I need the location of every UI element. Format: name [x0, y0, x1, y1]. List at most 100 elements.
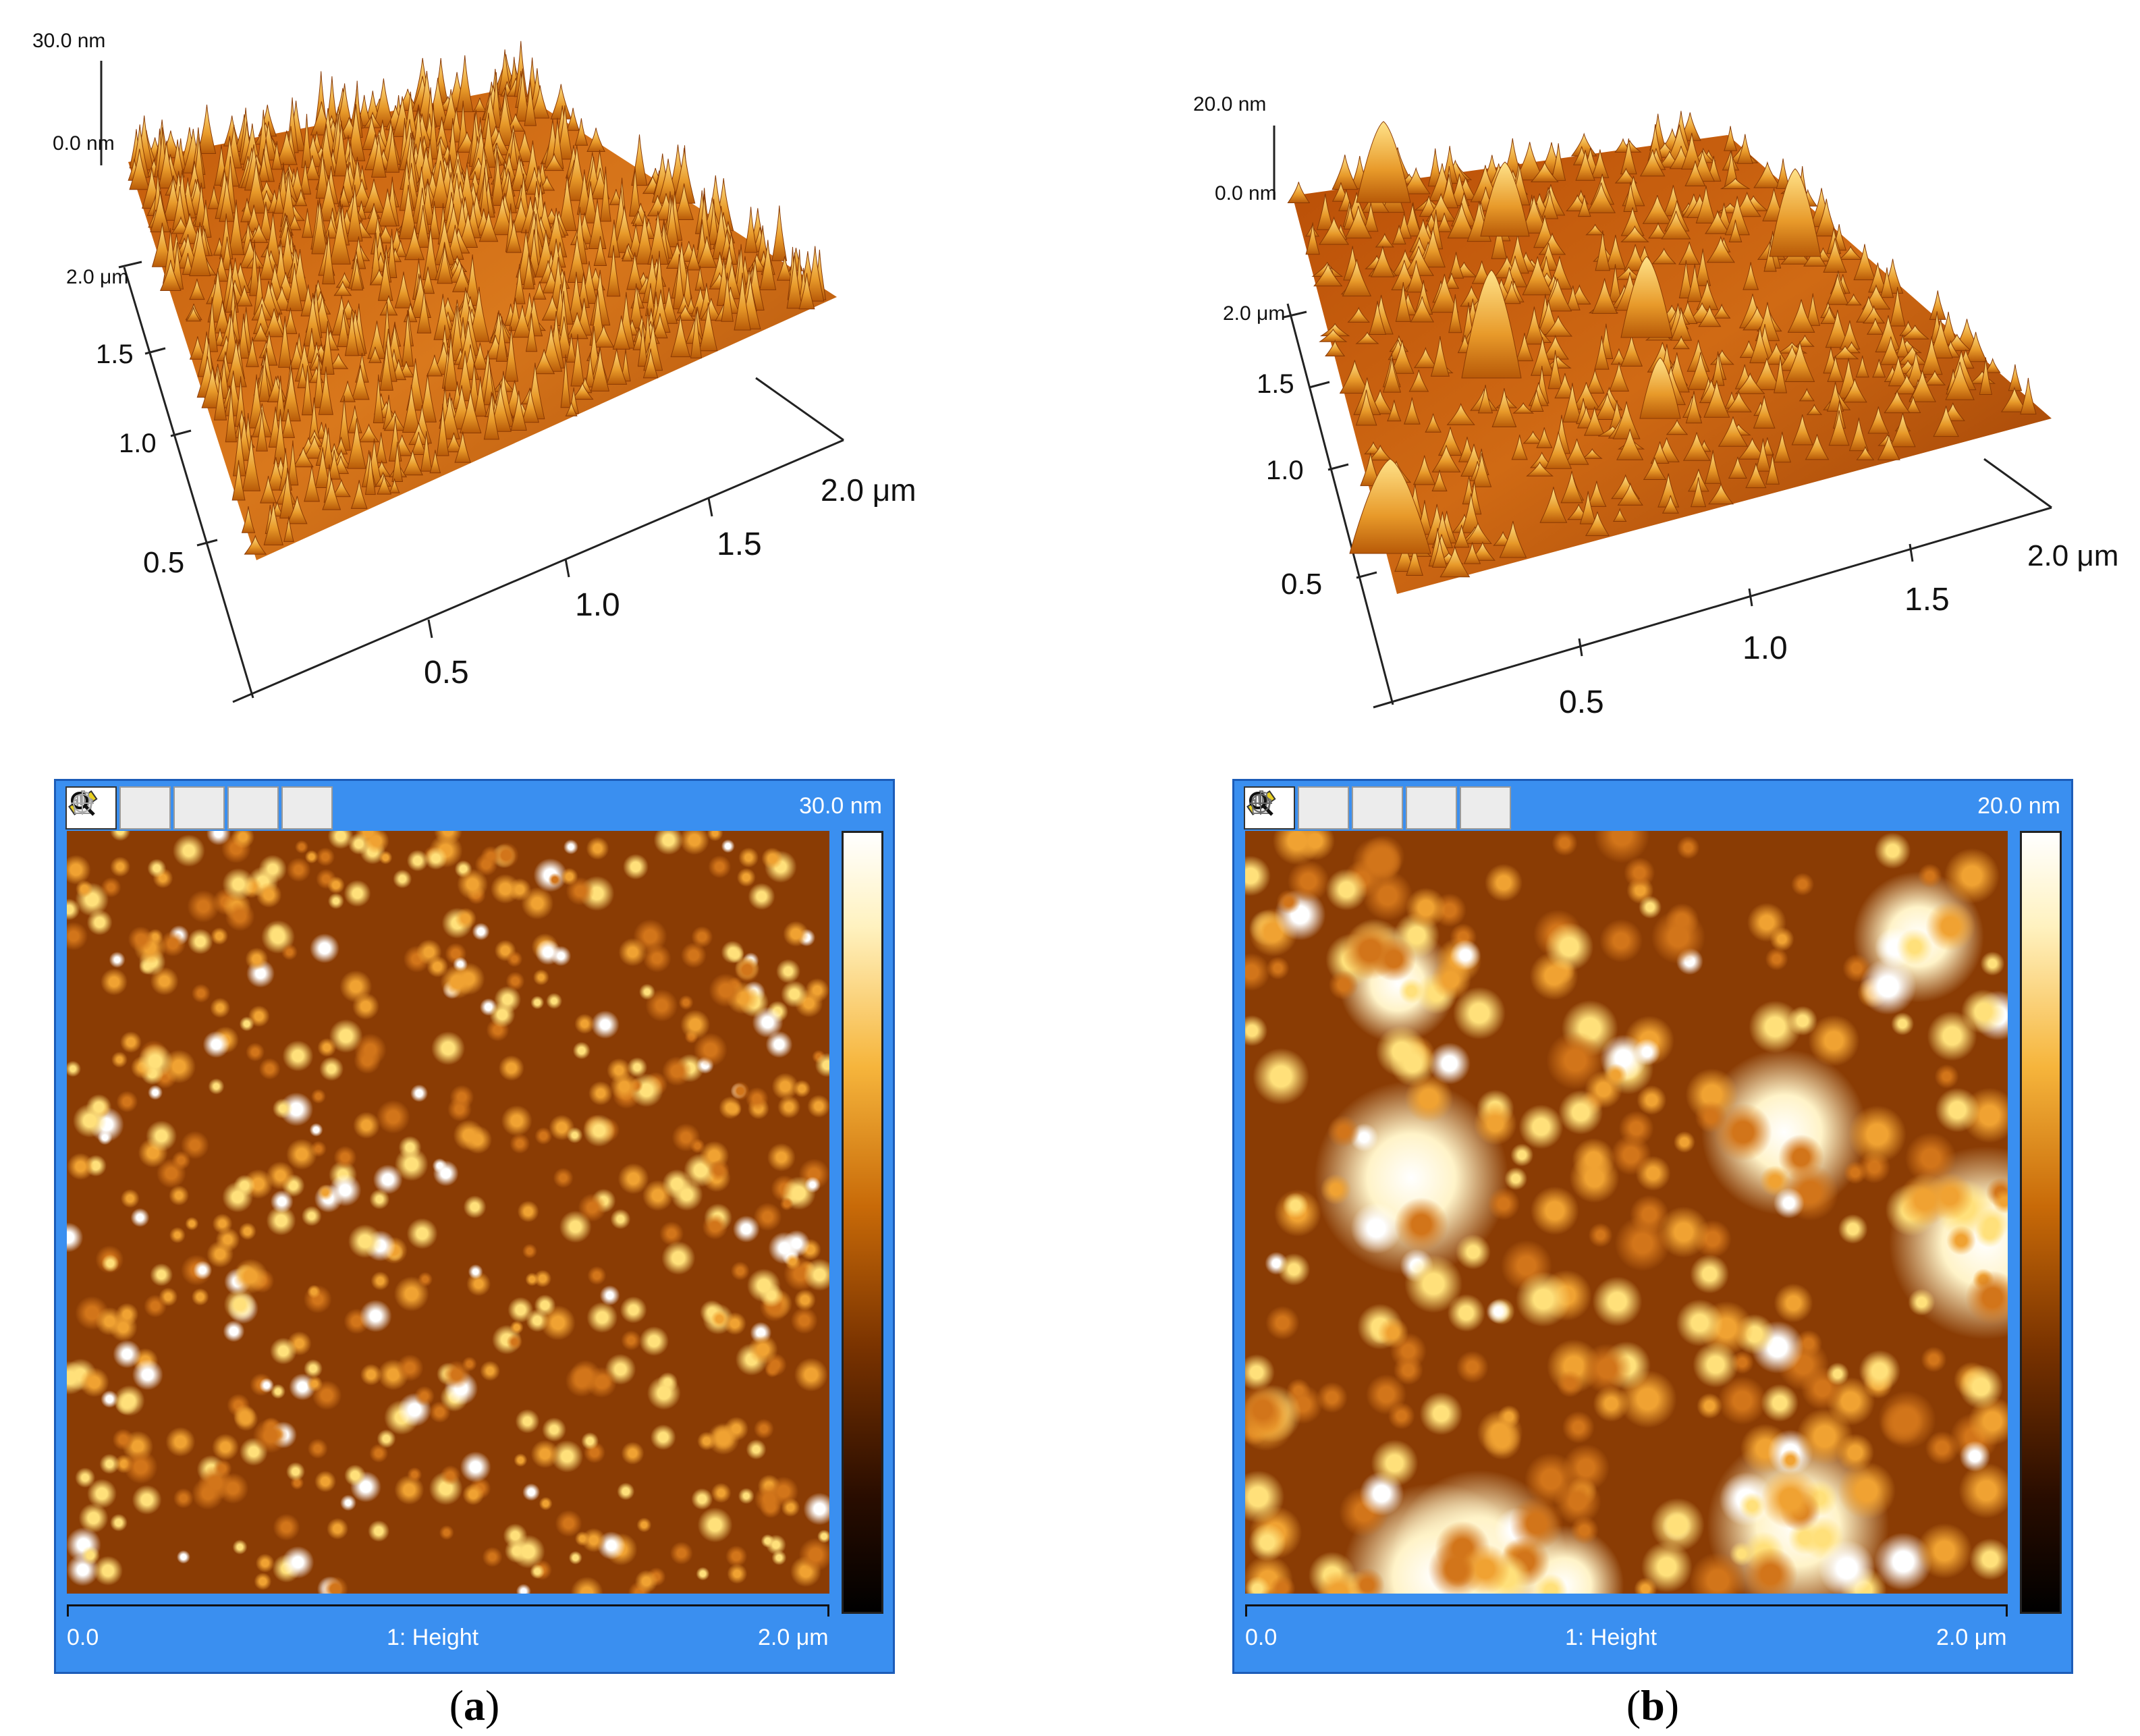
surface-peak — [287, 495, 308, 524]
zoom-out-button[interactable] — [1251, 786, 1511, 830]
surface-peak — [1499, 520, 1527, 558]
x-end-label: 2.0 μm — [758, 1625, 829, 1650]
surface-peak — [1425, 192, 1456, 221]
surface-peak — [1890, 412, 1916, 447]
surface-peak — [567, 234, 587, 283]
surface-peak — [1828, 410, 1850, 446]
surface-peak — [150, 191, 171, 233]
surface-peak — [1319, 216, 1350, 245]
surface-peak — [426, 354, 443, 377]
surface-peak — [734, 244, 748, 298]
zoom-out-button[interactable] — [73, 786, 333, 830]
surface-peak — [721, 273, 734, 322]
surface-peak — [637, 321, 649, 367]
surface-peak — [557, 174, 577, 232]
surface-peak — [698, 302, 718, 352]
afm-toolbar — [1244, 786, 1511, 830]
height-map-image[interactable] — [67, 831, 829, 1594]
surface-peak — [566, 312, 588, 340]
surface-peak — [318, 367, 333, 415]
surface-peak — [294, 189, 308, 207]
surface-peak — [433, 218, 456, 265]
surface-peak — [275, 130, 298, 165]
surface-peak — [1591, 149, 1610, 178]
afm-toolbar — [65, 786, 333, 830]
surface-peak — [1344, 205, 1372, 239]
surface-peak — [593, 236, 607, 266]
surface-peak — [1608, 264, 1622, 302]
surface-peak — [1413, 346, 1438, 369]
surface-peak — [227, 199, 245, 255]
surface-peak — [673, 148, 696, 204]
surface-peak — [2008, 364, 2023, 391]
surface-peak — [786, 252, 803, 309]
surface-peak — [402, 384, 421, 433]
surface-peak — [422, 225, 439, 280]
y-tick-b: 0.5 — [1281, 568, 1322, 601]
pan-tool-button[interactable] — [72, 786, 171, 830]
surface-peak — [364, 452, 376, 495]
surface-peak — [1319, 328, 1348, 342]
surface-peak — [443, 333, 458, 391]
surface-peak — [418, 373, 437, 423]
pan-tool-button[interactable] — [1251, 786, 1349, 830]
surface-peak — [1831, 345, 1859, 360]
y-tick-b: 2.0 μm — [1223, 302, 1285, 325]
zoom-tool-button[interactable] — [1249, 786, 1403, 830]
surface-peak — [1584, 406, 1606, 436]
surface-peak — [278, 316, 292, 368]
surface-peak — [189, 278, 205, 300]
y-tick-a: 2.0 μm — [66, 266, 128, 288]
surface-peak — [1515, 333, 1534, 362]
surface-peak — [574, 118, 588, 146]
surface-peak — [302, 208, 313, 238]
surface-peak — [433, 294, 453, 340]
surface-peak — [1387, 400, 1402, 422]
surface-peak — [350, 259, 364, 291]
surface-peaks-b — [1287, 111, 2037, 578]
surface-peak — [1867, 406, 1890, 434]
surface-peak — [1712, 303, 1731, 319]
surface-peak — [373, 374, 384, 423]
surface-peak — [632, 211, 644, 226]
x-tick-b: 1.5 — [1904, 582, 1950, 618]
zoom-tool-button[interactable] — [71, 786, 225, 830]
surface-peak — [1724, 126, 1738, 151]
surface-peak — [1695, 186, 1717, 223]
surface-peak — [431, 161, 450, 208]
surface-peak — [1704, 450, 1722, 484]
surface-peak — [1805, 434, 1830, 460]
surface-peak — [805, 246, 825, 302]
surface-peak — [1431, 445, 1461, 472]
surface-peak — [1685, 391, 1703, 424]
surface-peak — [1920, 336, 1943, 375]
surface-peak — [1431, 470, 1448, 491]
surface-peak — [1437, 427, 1463, 456]
surface-peak — [1320, 323, 1350, 337]
surface-peak — [1755, 438, 1772, 472]
surface-peak — [1612, 508, 1627, 522]
surface-peak — [327, 450, 341, 480]
surface-peak — [521, 387, 539, 423]
z-zero-label-b: 0.0 nm — [1215, 182, 1277, 205]
zoom-in-button[interactable] — [71, 786, 279, 830]
surface-peak — [1639, 149, 1666, 177]
surface-peak — [1749, 327, 1771, 364]
surface-peak — [219, 176, 235, 222]
surface-peak — [1620, 207, 1645, 236]
zoom-in-button[interactable] — [1249, 786, 1457, 830]
surface-peak — [287, 215, 302, 231]
surface-peak — [379, 342, 393, 391]
x-axis-a — [232, 439, 844, 703]
surface-peak — [346, 184, 363, 242]
channel-label: 1: Height — [1565, 1625, 1657, 1650]
surface-peak — [264, 308, 285, 337]
x-tick-a: 2.0 μm — [821, 472, 916, 508]
surface-peak — [776, 256, 793, 281]
height-map-image[interactable] — [1245, 831, 2008, 1594]
surface-peak — [673, 254, 686, 310]
surface-peak — [550, 84, 572, 119]
surface-peak — [607, 219, 621, 258]
height-colorbar — [842, 831, 883, 1614]
surface-peak — [734, 273, 751, 331]
